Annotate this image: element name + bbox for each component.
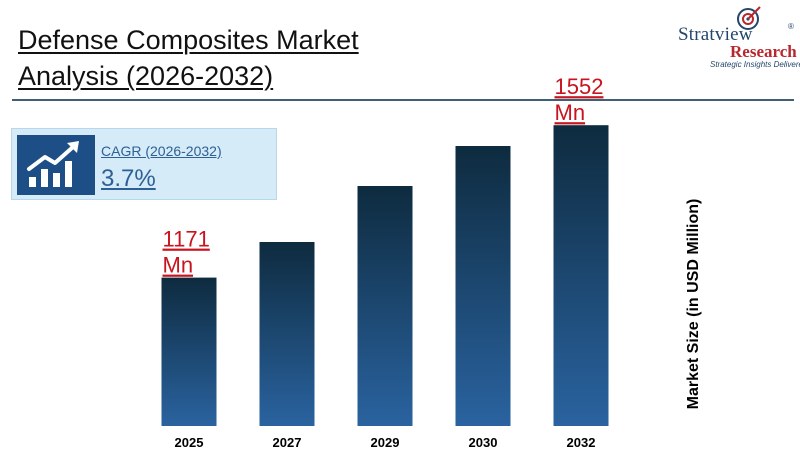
cagr-label: CAGR (2026-2032) (101, 143, 222, 159)
x-tick-2027: 2027 (273, 435, 302, 450)
y-axis-label-text: Market Size (in USD Million) (685, 198, 702, 410)
logo-research: Research (730, 42, 797, 61)
logo-name: Stratview (678, 24, 753, 45)
title-line-2: Analysis (2026-2032) (18, 61, 274, 91)
x-tick-2029: 2029 (371, 435, 400, 450)
callout-value-2032: 1552 (555, 74, 604, 99)
cagr-panel: CAGR (2026-2032) 3.7% (11, 128, 277, 200)
callout-unit-2032: Mn (555, 100, 586, 125)
page-title: Defense Composites Market Analysis (2026… (18, 22, 359, 94)
callout-value-2025: 1171 (163, 227, 210, 252)
title-line-1: Defense Composites Market (18, 25, 359, 55)
bar-2027 (259, 242, 315, 426)
x-tick-2030: 2030 (469, 435, 498, 450)
cagr-value: 3.7% (101, 165, 156, 192)
x-tick-2032: 2032 (567, 435, 596, 450)
logo-target-icon (737, 6, 761, 30)
bar-2025 (161, 277, 217, 426)
bar-2032 (553, 125, 609, 426)
logo-registered-mark: ® (788, 22, 794, 31)
logo-tagline: Strategic Insights Delivered (710, 60, 800, 69)
title-divider (12, 99, 794, 101)
bar-2030 (455, 146, 511, 426)
x-tick-2025: 2025 (175, 435, 204, 450)
company-logo: Stratview ® Research Strategic Insights … (660, 4, 800, 74)
growth-chart-icon (17, 135, 95, 195)
callout-unit-2025: Mn (163, 253, 194, 278)
bar-2029 (357, 186, 413, 426)
